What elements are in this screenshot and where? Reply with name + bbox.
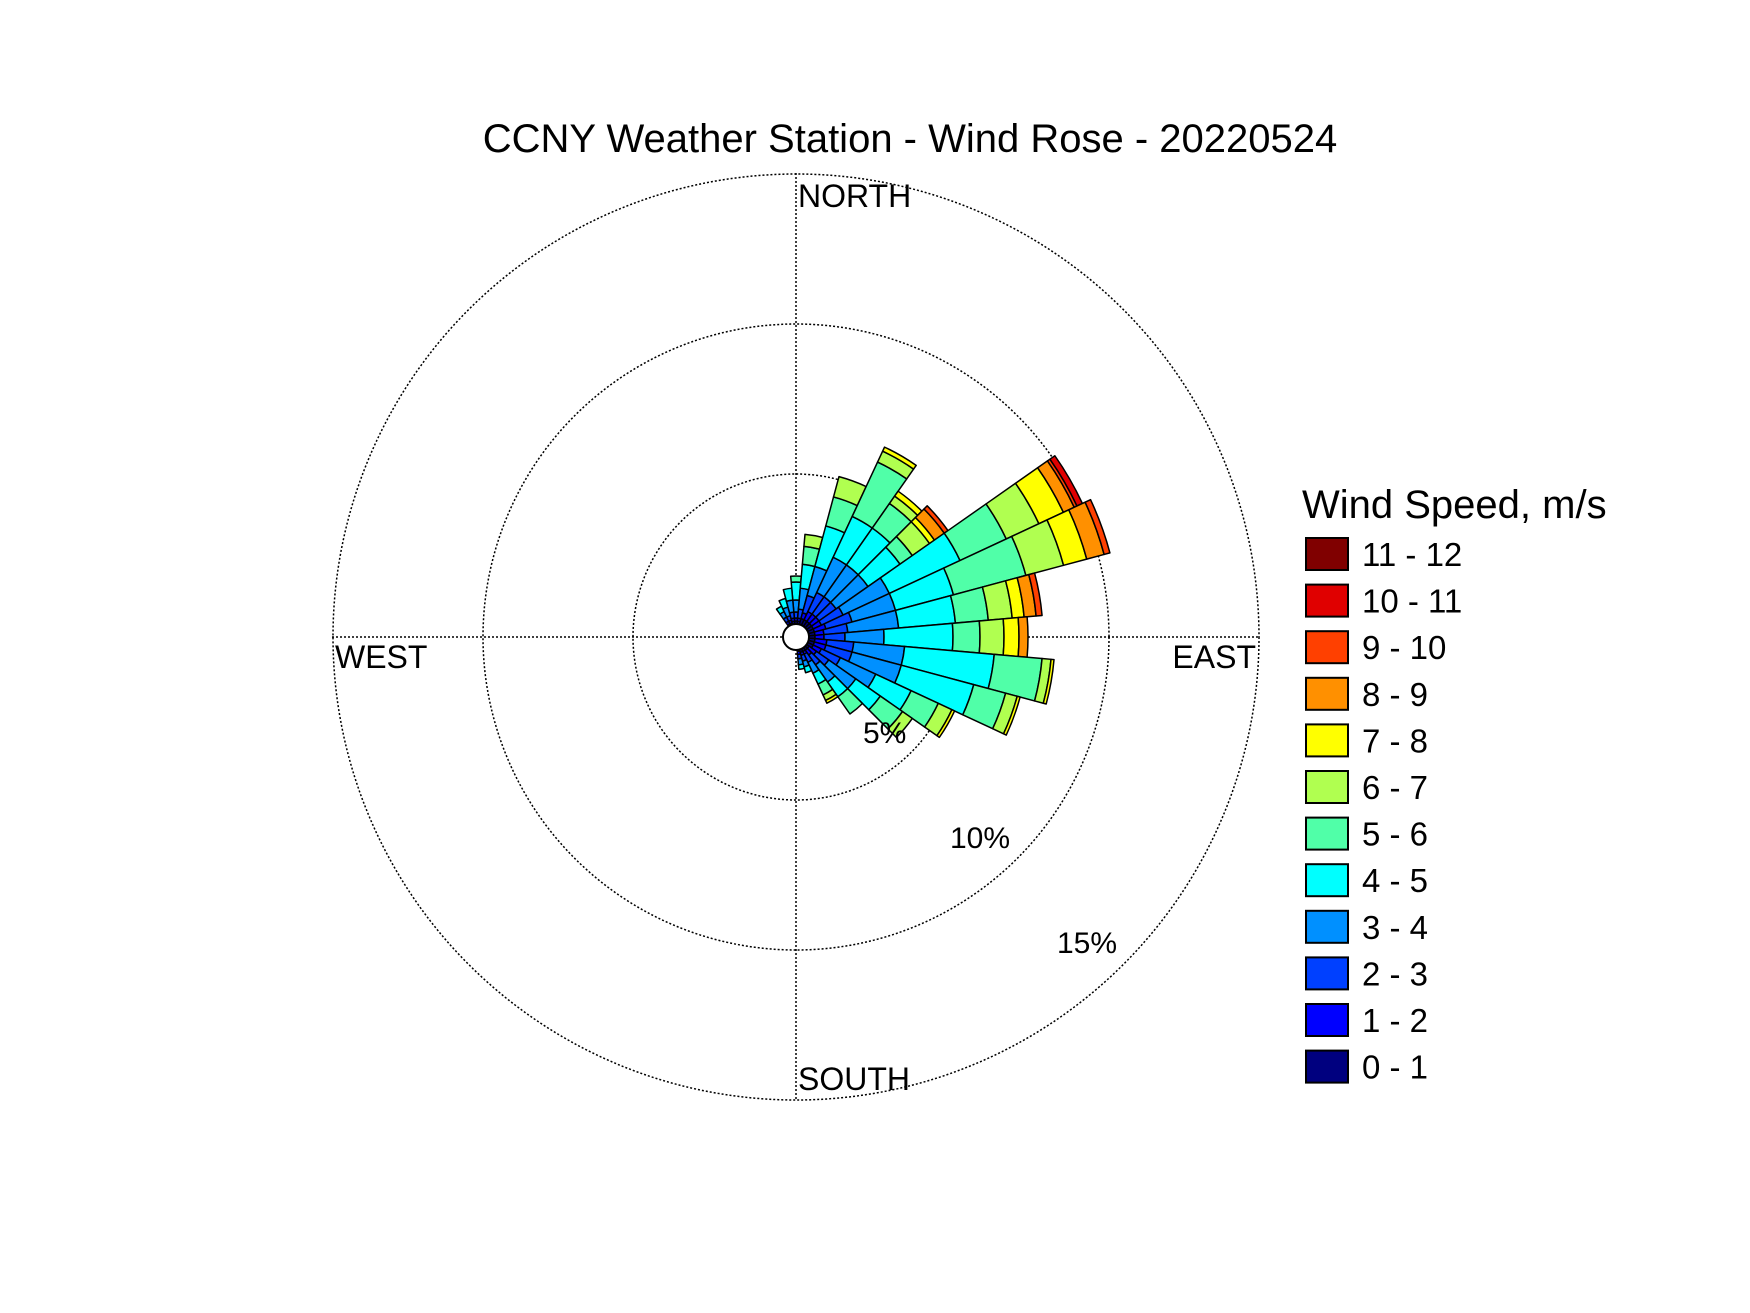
ring-label-10: 10% bbox=[950, 822, 1010, 855]
bar-segment-dir30-bin7 bbox=[881, 446, 917, 470]
bar-segment-dir90-bin5 bbox=[951, 620, 981, 654]
legend-swatch bbox=[1305, 630, 1349, 665]
bar-segment-dir170-bin4 bbox=[797, 663, 806, 671]
legend-title: Wind Speed, m/s bbox=[1302, 483, 1607, 527]
legend-label: 6 - 7 bbox=[1362, 769, 1428, 806]
legend-swatch bbox=[1305, 863, 1349, 898]
bar-segment-dir90-bin6 bbox=[978, 618, 1005, 656]
bar-segment-dir150-bin7 bbox=[824, 693, 839, 704]
bar-segment-dir350-bin4 bbox=[782, 587, 794, 603]
direction-label-south: SOUTH bbox=[798, 1061, 910, 1097]
legend-label: 5 - 6 bbox=[1362, 816, 1428, 853]
bar-segment-dir90-bin7 bbox=[1002, 616, 1020, 658]
legend: Wind Speed, m/s 11 - 12 10 - 11 9 - 10 8 - … bbox=[1302, 483, 1607, 1086]
legend-label: 1 - 2 bbox=[1362, 1002, 1428, 1039]
bar-segment-dir70-bin9 bbox=[1084, 498, 1111, 556]
legend-swatch bbox=[1305, 676, 1349, 711]
bar-segment-dir90-bin8 bbox=[1017, 616, 1029, 658]
chart-title: CCNY Weather Station - Wind Rose - 20220… bbox=[483, 117, 1338, 161]
legend-swatch bbox=[1305, 537, 1349, 571]
legend-label: 9 - 10 bbox=[1362, 629, 1446, 666]
bar-segment-dir140-bin5 bbox=[837, 687, 864, 715]
legend-swatch bbox=[1305, 723, 1349, 758]
legend-label: 8 - 9 bbox=[1362, 676, 1428, 713]
legend-swatch bbox=[1305, 583, 1349, 618]
direction-label-north: NORTH bbox=[798, 178, 911, 214]
grid-ring-10 bbox=[482, 323, 1110, 951]
legend-swatch bbox=[1305, 1003, 1349, 1037]
legend-label: 11 - 12 bbox=[1362, 536, 1462, 573]
legend-swatch bbox=[1305, 1049, 1349, 1084]
bar-segment-dir130-bin6 bbox=[887, 710, 914, 739]
legend-label: 10 - 11 bbox=[1362, 583, 1462, 620]
bar-segment-dir110-bin7 bbox=[1002, 695, 1021, 736]
bar-segment-dir160-bin4 bbox=[803, 664, 813, 674]
grid-ring-15 bbox=[332, 173, 1260, 1101]
legend-swatch bbox=[1305, 816, 1349, 851]
ring-label-5: 5% bbox=[863, 717, 906, 750]
bar-segment-dir100-bin7 bbox=[1042, 658, 1055, 705]
legend-swatch bbox=[1305, 909, 1349, 944]
wind-rose-bars bbox=[775, 446, 1111, 739]
legend-label: 2 - 3 bbox=[1362, 955, 1428, 992]
bar-segment-dir0-bin5 bbox=[789, 575, 803, 583]
bar-segment-dir80-bin9 bbox=[1028, 572, 1043, 617]
direction-label-east: EAST bbox=[1172, 639, 1256, 675]
direction-label-west: WEST bbox=[335, 639, 427, 675]
legend-swatch bbox=[1305, 956, 1349, 991]
legend-label: 0 - 1 bbox=[1362, 1049, 1428, 1086]
legend-swatch bbox=[1305, 770, 1349, 804]
bar-segment-dir120-bin7 bbox=[936, 708, 956, 739]
ring-label-15: 15% bbox=[1057, 927, 1117, 960]
legend-label: 3 - 4 bbox=[1362, 909, 1428, 946]
legend-label: 7 - 8 bbox=[1362, 722, 1428, 759]
legend-label: 4 - 5 bbox=[1362, 862, 1428, 899]
center-hole bbox=[782, 623, 810, 651]
